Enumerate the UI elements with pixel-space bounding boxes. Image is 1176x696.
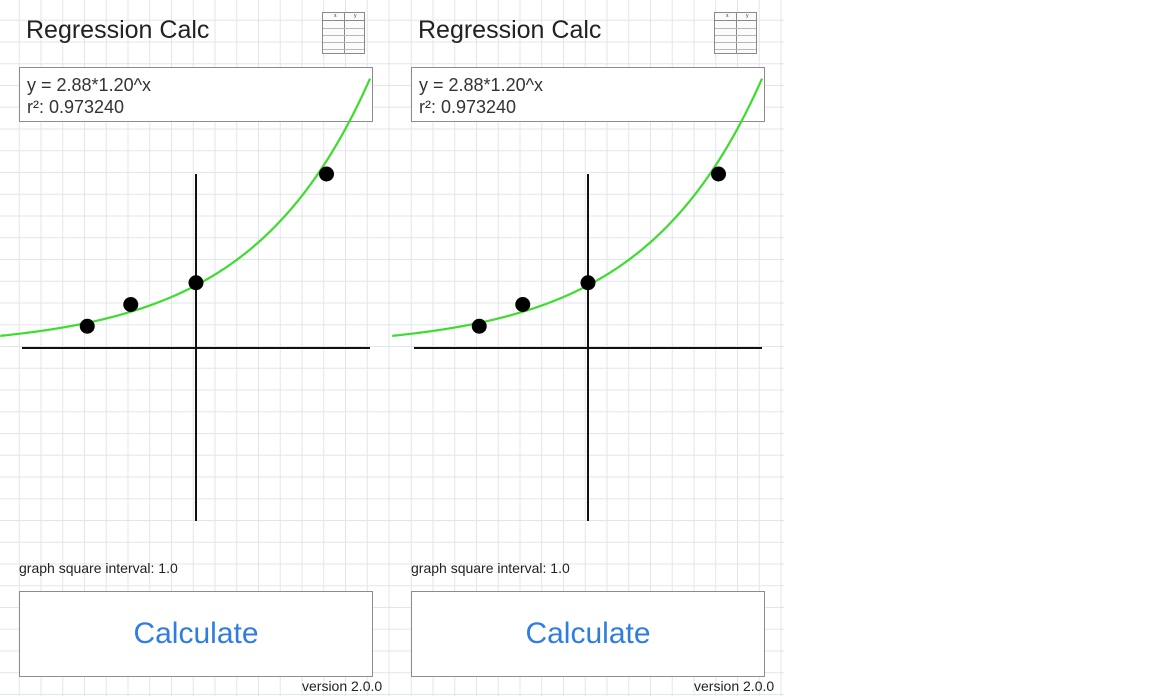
data-table-icon[interactable]: x y: [322, 12, 365, 54]
equation-text: y = 2.88*1.20^x: [27, 75, 152, 95]
data-point: [123, 297, 139, 312]
version-label: version 2.0.0: [302, 678, 383, 694]
table-icon-row-line: [715, 28, 756, 29]
data-point: [319, 166, 334, 182]
calculate-button[interactable]: Calculate: [19, 591, 373, 677]
table-icon-row-line: [715, 35, 756, 36]
app-title: Regression Calc: [26, 16, 210, 44]
data-point: [580, 275, 596, 291]
data-table-icon[interactable]: x y: [714, 12, 757, 54]
table-icon-row-line: [715, 42, 756, 43]
table-icon-row-line: [323, 42, 364, 43]
graph-interval-label: graph square interval: 1.0: [19, 560, 178, 576]
app-title: Regression Calc: [418, 16, 602, 44]
data-point: [79, 318, 95, 334]
r-squared-text: r²: 0.973240: [27, 97, 125, 117]
graph-interval-label: graph square interval: 1.0: [411, 560, 570, 576]
data-point: [188, 275, 204, 291]
data-point: [711, 166, 726, 182]
screen-left: Regression Calc x y y = 2.88*1.20^x r²: …: [0, 0, 392, 696]
table-icon-header: x y: [715, 13, 756, 21]
table-icon-header: x y: [323, 13, 364, 21]
version-label: version 2.0.0: [694, 678, 775, 694]
table-icon-divider: [736, 13, 737, 53]
table-icon-row-line: [323, 28, 364, 29]
data-point: [471, 318, 487, 334]
calculate-button[interactable]: Calculate: [411, 591, 765, 677]
regression-result-box: y = 2.88*1.20^x r²: 0.973240: [411, 67, 765, 122]
table-icon-row-line: [323, 35, 364, 36]
table-icon-header-y: y: [746, 13, 749, 19]
table-icon-header-x: x: [726, 13, 729, 19]
regression-result-box: y = 2.88*1.20^x r²: 0.973240: [19, 67, 373, 122]
table-icon-divider: [344, 13, 345, 53]
r-squared-text: r²: 0.973240: [419, 97, 517, 117]
table-icon-header-y: y: [354, 13, 357, 19]
data-point: [515, 297, 531, 312]
table-icon-row-line: [323, 49, 364, 50]
table-icon-header-x: x: [334, 13, 337, 19]
table-icon-row-line: [715, 49, 756, 50]
screen-right: Regression Calc x y y = 2.88*1.20^x r²: …: [392, 0, 784, 696]
equation-text: y = 2.88*1.20^x: [419, 75, 544, 95]
